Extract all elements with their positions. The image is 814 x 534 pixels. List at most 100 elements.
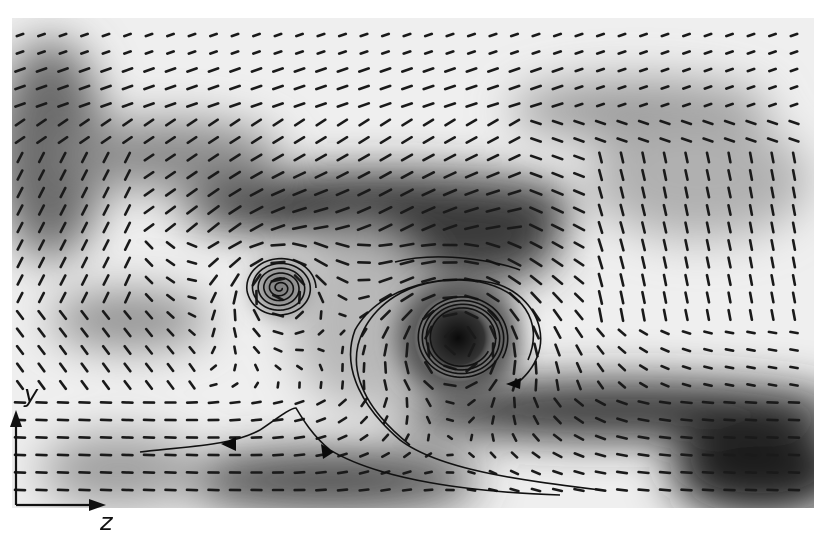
velocity-vector (166, 380, 175, 390)
velocity-vector (15, 309, 25, 321)
velocity-vector (58, 50, 68, 55)
velocity-vector (319, 380, 323, 390)
velocity-vector (789, 85, 799, 90)
velocity-vector (488, 469, 498, 476)
velocity-vector (617, 102, 627, 108)
velocity-vector (422, 118, 435, 127)
velocity-vector (705, 221, 711, 234)
velocity-vector (143, 84, 155, 91)
dark-bands (12, 40, 814, 508)
velocity-vector (58, 327, 68, 338)
velocity-vector (641, 290, 646, 305)
velocity-vector (294, 50, 305, 55)
velocity-vector (791, 256, 797, 269)
velocity-vector (597, 220, 604, 235)
velocity-vector (680, 400, 693, 405)
velocity-vector (619, 255, 625, 270)
velocity-vector (211, 327, 216, 338)
velocity-vector (553, 325, 562, 340)
velocity-vector (662, 168, 668, 182)
velocity-vector (573, 452, 585, 458)
velocity-vector (338, 398, 347, 407)
velocity-vector (659, 137, 671, 143)
velocity-vector (292, 206, 307, 214)
velocity-vector (293, 67, 306, 73)
velocity-vector (313, 188, 329, 197)
velocity-vector (336, 153, 349, 162)
velocity-vector (233, 308, 237, 322)
velocity-vector (250, 170, 263, 180)
velocity-vector (746, 85, 756, 90)
velocity-vector (637, 137, 650, 143)
velocity-vector (316, 399, 326, 406)
velocity-vector (597, 272, 604, 288)
velocity-vector (249, 241, 264, 249)
velocity-vector (509, 469, 520, 476)
velocity-vector (469, 433, 474, 442)
velocity-vector (36, 50, 47, 55)
velocity-vector (746, 50, 756, 55)
velocity-vector (641, 151, 646, 164)
velocity-vector (16, 169, 24, 181)
velocity-vector (383, 343, 388, 357)
velocity-vector (207, 84, 220, 91)
velocity-vector (15, 362, 25, 373)
velocity-vector (186, 153, 198, 162)
velocity-vector (507, 189, 522, 196)
velocity-vector (229, 67, 241, 73)
velocity-vector (229, 118, 241, 127)
velocity-vector (594, 119, 607, 126)
velocity-vector (727, 291, 732, 304)
velocity-vector (485, 207, 501, 213)
velocity-vector (791, 186, 797, 199)
streamline-arrowheads (221, 378, 521, 459)
velocity-vector (165, 135, 176, 145)
velocity-vector (641, 168, 646, 182)
velocity-vector (551, 137, 564, 143)
velocity-vector (207, 153, 220, 162)
velocity-vector (789, 365, 799, 370)
velocity-vector (744, 435, 758, 440)
velocity-vector (443, 136, 457, 144)
velocity-vector (421, 188, 436, 197)
arrowhead-vortex-streamline (506, 378, 521, 389)
velocity-vector (101, 309, 111, 321)
velocity-vector (402, 325, 412, 340)
velocity-vector (143, 170, 155, 180)
velocity-vector (662, 273, 668, 287)
velocity-vector (252, 308, 261, 322)
velocity-vector (597, 238, 604, 252)
velocity-vector (423, 380, 434, 390)
velocity-vector (770, 256, 775, 269)
velocity-vector (335, 242, 350, 248)
lower-streamline (139, 407, 561, 496)
velocity-vector (681, 102, 692, 108)
velocity-vector (356, 206, 372, 214)
velocity-vector (703, 50, 713, 55)
velocity-vector (405, 342, 409, 358)
velocity-vector (382, 397, 389, 408)
velocity-vector (316, 32, 326, 38)
velocity-vector (767, 102, 778, 108)
velocity-vector (186, 188, 198, 197)
velocity-vector (143, 102, 155, 108)
velocity-vector (551, 274, 564, 286)
velocity-vector (746, 102, 756, 108)
velocity-vector (595, 67, 606, 73)
velocity-vector (57, 135, 69, 145)
velocity-vector (490, 397, 496, 408)
velocity-vector (339, 329, 346, 336)
velocity-vector (727, 239, 732, 251)
velocity-vector (464, 310, 479, 320)
velocity-vector (357, 102, 371, 108)
velocity-vector (80, 362, 89, 373)
velocity-vector (58, 344, 68, 356)
velocity-vector (102, 274, 110, 286)
velocity-vector (531, 50, 541, 55)
velocity-vector (746, 330, 756, 335)
velocity-vector (744, 400, 758, 405)
velocity-vector (701, 470, 715, 475)
velocity-vector (512, 396, 517, 409)
velocity-vector (80, 50, 89, 55)
velocity-vector (35, 84, 48, 91)
